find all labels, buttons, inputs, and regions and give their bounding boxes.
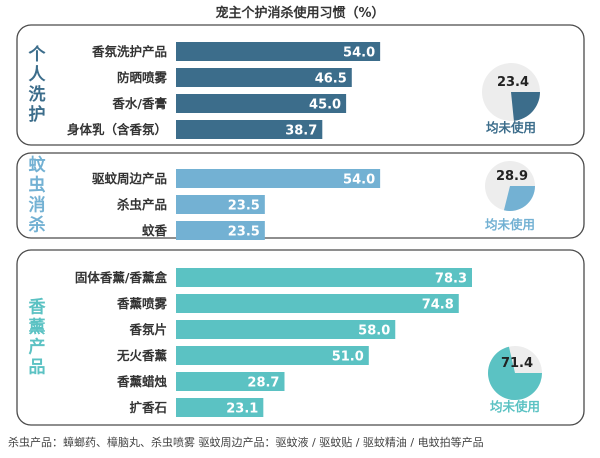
category-label: 香氛洗护产品	[91, 44, 167, 59]
group-label: 蚊虫消杀	[29, 155, 47, 236]
bar-value-label: 54.0	[343, 46, 375, 61]
bar-value-label: 23.5	[228, 199, 260, 214]
group-3: 香薰产品 固体香薰/香薰盒 78.3 香薰喷雾 74.8 香氛片 58.0 无火香薰 51.0 香…	[16, 249, 585, 426]
bar-value-label: 28.7	[247, 376, 279, 391]
category-label: 蚊香	[142, 223, 168, 238]
bar-value-label: 58.0	[358, 324, 390, 339]
groups-layer: 个人洗护 香氛洗护产品 54.0 防晒喷雾 46.5 香水/香膏 45.0 身体乳（含香氛） 3…	[16, 24, 585, 426]
bar-value-label: 54.0	[343, 173, 375, 188]
bar	[176, 398, 264, 417]
pie-value-label: 28.9	[496, 169, 528, 184]
category-label: 防晒喷雾	[117, 70, 168, 85]
bar-value-label: 51.0	[332, 350, 364, 365]
group-panel	[16, 24, 585, 146]
pie-caption: 均未使用	[490, 399, 540, 414]
group-panel	[16, 152, 585, 239]
pie-caption: 均未使用	[486, 120, 536, 135]
bar-value-label: 45.0	[309, 98, 341, 113]
footnote: 杀虫产品：蟑螂药、樟脑丸、杀虫喷雾 驱蚊周边产品：驱蚊液 / 驱蚊贴 / 驱蚊精…	[8, 436, 484, 449]
group-2: 蚊虫消杀 驱蚊周边产品 54.0 杀虫产品 23.5 蚊香 23.5 28.9 均未使用	[16, 152, 585, 240]
category-label: 驱蚊周边产品	[92, 171, 167, 186]
bar-value-label: 74.8	[422, 298, 454, 313]
group-panel	[16, 249, 585, 426]
category-label: 无火香薰	[116, 348, 168, 363]
bar	[176, 195, 265, 214]
category-label: 香薰蜡烛	[116, 374, 168, 389]
group-label: 个人洗护	[28, 44, 47, 125]
category-label: 杀虫产品	[117, 197, 167, 212]
bar-value-label: 78.3	[435, 272, 467, 287]
pie-slice	[503, 186, 535, 211]
bar	[176, 94, 347, 113]
bar	[176, 169, 381, 188]
pie-caption: 均未使用	[485, 217, 535, 232]
group-label: 香薰产品	[29, 298, 46, 378]
pie-value-label: 71.4	[501, 356, 533, 371]
pie-slice	[488, 346, 542, 400]
chart: 宠主个护消杀使用习惯（%） 个人洗护 香氛洗护产品 54.0 防晒喷雾 46.5 香水/香…	[16, 5, 585, 426]
group-1: 个人洗护 香氛洗护产品 54.0 防晒喷雾 46.5 香水/香膏 45.0 身体乳（含香氛） 3…	[16, 24, 585, 146]
bar-value-label: 46.5	[315, 72, 347, 87]
category-label: 身体乳（含香氛）	[67, 122, 167, 137]
pie-slice	[511, 92, 540, 121]
bar	[176, 221, 265, 240]
bar	[176, 372, 285, 391]
category-label: 香水/香膏	[111, 96, 167, 111]
bar	[176, 346, 369, 365]
category-label: 扩香石	[129, 400, 167, 415]
pie-value-label: 23.4	[497, 75, 529, 90]
bar	[176, 68, 352, 87]
chart-title: 宠主个护消杀使用习惯（%）	[215, 5, 384, 21]
bar-value-label: 23.1	[226, 402, 258, 417]
category-label: 香薰喷雾	[116, 296, 168, 311]
bar-value-label: 23.5	[228, 225, 260, 240]
bar	[176, 294, 459, 313]
bar	[176, 42, 381, 61]
bar	[176, 268, 472, 287]
bar-value-label: 38.7	[285, 124, 317, 139]
bar	[176, 120, 323, 139]
category-label: 固体香薰/香薰盒	[75, 270, 168, 285]
category-label: 香氛片	[128, 322, 167, 337]
bar	[176, 320, 396, 339]
